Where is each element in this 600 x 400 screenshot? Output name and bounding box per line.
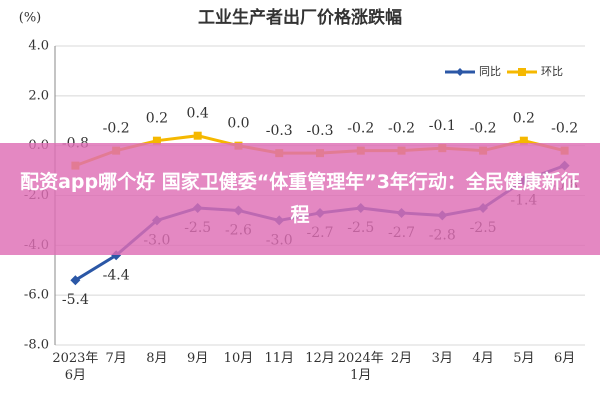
x-tick-label: 6月: [553, 351, 576, 366]
x-tick-label: 4月: [472, 351, 494, 366]
y-axis-label: (%): [19, 11, 42, 26]
marker: [193, 131, 202, 140]
data-label: -5.4: [62, 292, 89, 308]
marker: [152, 136, 161, 145]
overlay-banner[interactable]: 配资app哪个好 国家卫健委“体重管理年”3年行动：全民健康新征程: [0, 143, 600, 255]
x-tick-label: 2024年 1月: [337, 351, 384, 383]
x-tick-label: 12月: [305, 351, 335, 366]
x-tick-label: 2023年 6月: [52, 351, 99, 383]
data-label: 0.4: [187, 106, 209, 122]
marker: [70, 275, 81, 286]
data-label: -0.1: [429, 118, 456, 134]
data-label: -4.4: [103, 267, 130, 283]
y-tick-label: -8.0: [24, 338, 49, 353]
x-tick-label: 10月: [223, 351, 254, 366]
legend-marker: [518, 68, 526, 76]
data-label: 0.0: [227, 116, 249, 132]
y-tick-label: -6.0: [24, 288, 49, 303]
legend-marker: [456, 68, 464, 76]
legend-label: 同比: [479, 65, 501, 78]
data-label: -0.2: [470, 121, 497, 137]
chart-title: 工业生产者出厂价格涨跌幅: [198, 7, 402, 28]
x-tick-label: 7月: [105, 351, 127, 366]
x-tick-label: 8月: [146, 351, 168, 366]
x-tick-label: 5月: [513, 351, 535, 366]
x-tick-label: 9月: [187, 351, 209, 366]
data-label: -0.2: [551, 121, 578, 137]
marker: [519, 136, 528, 145]
data-label: 0.2: [513, 111, 535, 127]
y-tick-label: 2.0: [28, 88, 49, 103]
x-tick-label: 3月: [431, 351, 453, 366]
x-tick-label: 2月: [390, 351, 413, 366]
legend-label: 环比: [541, 65, 563, 78]
banner-text[interactable]: 配资app哪个好 国家卫健委“体重管理年”3年行动：全民健康新征程: [20, 171, 580, 226]
data-label: -0.3: [266, 123, 293, 139]
data-label: 0.2: [146, 111, 168, 127]
y-tick-label: 4.0: [28, 39, 49, 54]
data-label: -0.2: [388, 121, 415, 137]
x-tick-label: 11月: [264, 351, 294, 366]
data-label: -0.3: [307, 123, 334, 139]
data-label: -0.2: [347, 121, 374, 137]
data-label: -0.2: [103, 121, 130, 137]
